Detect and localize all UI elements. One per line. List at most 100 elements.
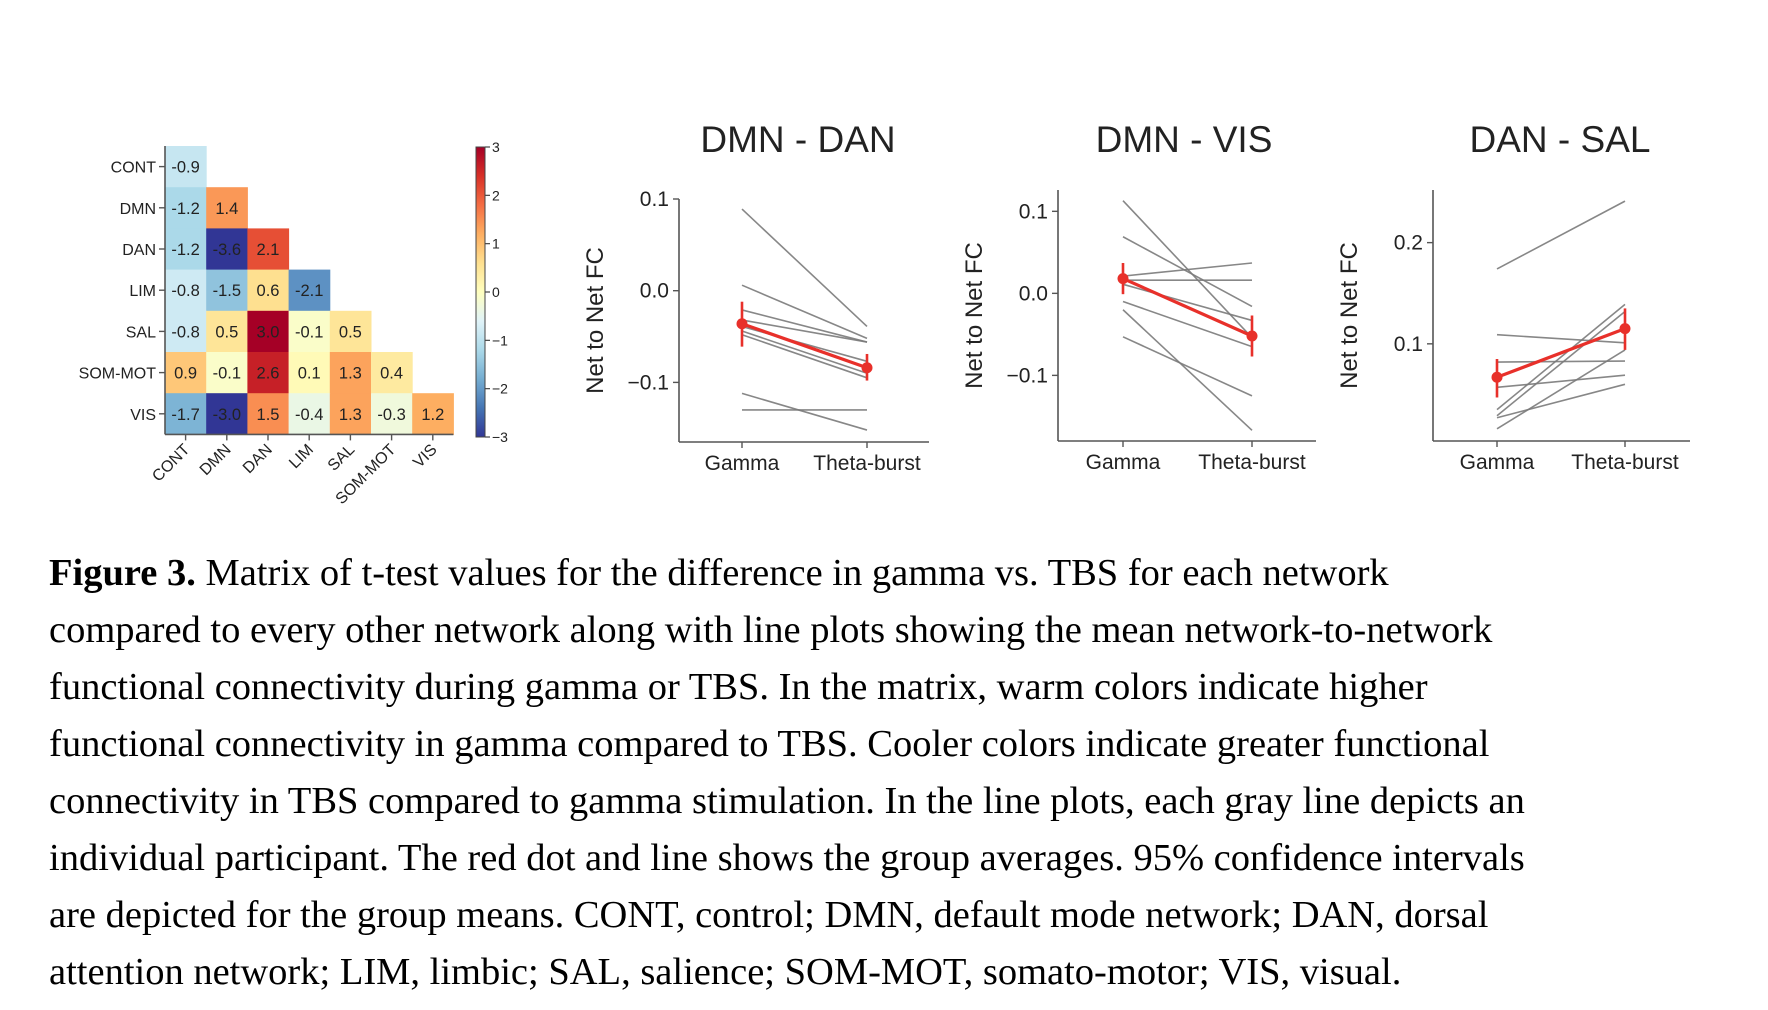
heatmap-cell — [288, 352, 331, 394]
heatmap-cell-label: -0.1 — [295, 323, 323, 341]
participant-line — [1496, 333, 1626, 344]
heatmap-cell-label: 1.5 — [257, 406, 280, 424]
colorbar-tick-label: 2 — [492, 187, 500, 203]
heatmap-cell-label: -3.6 — [213, 241, 241, 259]
participant-line — [1496, 383, 1626, 419]
colorbar-tick-label: 0 — [492, 284, 500, 300]
caption-line: are depicted for the group means. CONT, … — [49, 894, 1489, 936]
heatmap-col-label: DAN — [240, 441, 276, 477]
mean-point — [1619, 323, 1631, 335]
heatmap-cell-label: -2.1 — [295, 282, 323, 300]
heatmap-cell-label: 2.6 — [257, 365, 280, 383]
caption-label: Figure 3. — [49, 552, 196, 594]
heatmap-row-label: VIS — [130, 407, 156, 424]
participant-line — [1496, 303, 1626, 411]
mean-point — [1491, 371, 1503, 383]
heatmap-cell — [165, 310, 207, 353]
figure-3: -0.9 -1.2 1.4 -1.2 -3.6 2.1 -0.8 -1.5 0.6 -2.1 -0.… — [79, 119, 1690, 508]
colorbar-tick-label: −2 — [492, 381, 508, 397]
heatmap-row-label: DAN — [122, 242, 156, 259]
heatmap-cell-label: 1.4 — [215, 200, 238, 218]
heatmap-cell-label: -1.2 — [171, 241, 199, 259]
heatmap-cell — [288, 393, 331, 435]
heatmap-cell — [206, 393, 248, 435]
caption-line: attention network; LIM, limbic; SAL, sal… — [49, 951, 1402, 993]
heatmap-cell-label: -1.7 — [171, 406, 199, 424]
participant-line — [1122, 283, 1253, 322]
participant-line — [1496, 200, 1626, 270]
heatmap-cell — [247, 269, 290, 312]
heatmap-col-label: LIM — [286, 441, 317, 472]
participant-line — [1496, 310, 1626, 417]
heatmap-cell — [206, 352, 248, 394]
heatmap-cell-label: -0.3 — [377, 406, 405, 424]
colorbar-tick-label: −1 — [492, 332, 508, 348]
t-test-matrix-heatmap: -0.9 -1.2 1.4 -1.2 -3.6 2.1 -0.8 -1.5 0.6 -2.1 -0.… — [79, 146, 454, 508]
heatmap-cell — [165, 393, 207, 435]
plot-title: DMN - VIS — [1096, 119, 1273, 160]
heatmap-cell — [371, 352, 413, 394]
participant-line — [1122, 336, 1253, 397]
heatmap-cell — [206, 269, 248, 312]
heatmap-cell-label: -3.0 — [213, 406, 241, 424]
heatmap-row-label: LIM — [129, 283, 156, 300]
y-tick-label: −0.1 — [628, 371, 669, 394]
x-tick-label: Gamma — [1086, 451, 1161, 474]
heatmap-cell — [206, 310, 248, 353]
participant-line — [741, 309, 868, 343]
line-plot-dmn-vis: DMN - VIS 0.1 0.0 −0.1 Net to Net FC Gamma The… — [961, 119, 1316, 474]
heatmap-col-label: CONT — [149, 441, 193, 485]
heatmap-cell-label: -1.5 — [213, 282, 241, 300]
heatmap-cell-label: 1.3 — [339, 365, 362, 383]
y-tick-label: 0.2 — [1394, 232, 1423, 255]
y-tick-label: 0.0 — [640, 280, 669, 303]
y-axis-label: Net to Net FC — [582, 247, 609, 394]
participant-line — [1496, 349, 1626, 430]
plot-title: DAN - SAL — [1470, 119, 1651, 160]
heatmap-cell — [288, 310, 331, 353]
heatmap-cell — [371, 393, 413, 435]
heatmap-cell-label: 0.1 — [298, 365, 321, 383]
caption-line: functional connectivity during gamma or … — [49, 666, 1428, 708]
heatmap-cell — [329, 310, 372, 353]
y-tick-label: 0.1 — [1394, 333, 1423, 356]
heatmap-cell-label: -0.1 — [213, 365, 241, 383]
y-axis-label: Net to Net FC — [1336, 242, 1363, 389]
heatmap-cell-label: 2.1 — [257, 241, 280, 259]
caption-line: individual participant. The red dot and … — [49, 837, 1525, 879]
heatmap-cell — [247, 352, 290, 394]
heatmap-cell-label: -0.8 — [171, 323, 199, 341]
colorbar-tick-label: −3 — [492, 429, 508, 445]
mean-line — [1496, 327, 1626, 379]
mean-line — [1122, 277, 1253, 338]
heatmap-cell-label: -0.8 — [171, 282, 199, 300]
mean-point — [1246, 330, 1258, 342]
heatmap-cell-label: 0.6 — [257, 282, 280, 300]
colorbar-bar — [475, 146, 486, 438]
heatmap-row-label: CONT — [111, 160, 157, 177]
y-tick-label: 0.1 — [640, 188, 669, 211]
participant-line — [1122, 309, 1253, 431]
heatmap-cell-label: 0.9 — [174, 365, 197, 383]
heatmap-cell — [165, 352, 207, 394]
participant-line — [741, 330, 868, 374]
heatmap-col-label: VIS — [410, 441, 440, 471]
heatmap-cell — [288, 269, 331, 312]
heatmap-cell-label: -1.2 — [171, 200, 199, 218]
heatmap-cell — [165, 187, 207, 229]
mean-point — [736, 318, 748, 330]
heatmap-row-label: SAL — [126, 324, 156, 341]
participant-line — [1122, 262, 1253, 277]
participant-line — [741, 319, 868, 343]
y-tick-label: 0.0 — [1019, 282, 1048, 305]
participant-line — [741, 208, 868, 328]
mean-line — [741, 322, 868, 370]
y-axis-label: Net to Net FC — [961, 242, 988, 389]
participant-line — [741, 333, 868, 379]
heatmap-cell-label: 3.0 — [257, 323, 280, 341]
colorbar-tick-label: 3 — [492, 139, 500, 155]
caption-text: Matrix of t-test values for the differen… — [195, 552, 1389, 594]
mean-point — [1117, 273, 1129, 285]
caption-line: Figure 3. Matrix of t-test values for th… — [49, 545, 1749, 602]
x-tick-label: Theta-burst — [1571, 451, 1679, 474]
